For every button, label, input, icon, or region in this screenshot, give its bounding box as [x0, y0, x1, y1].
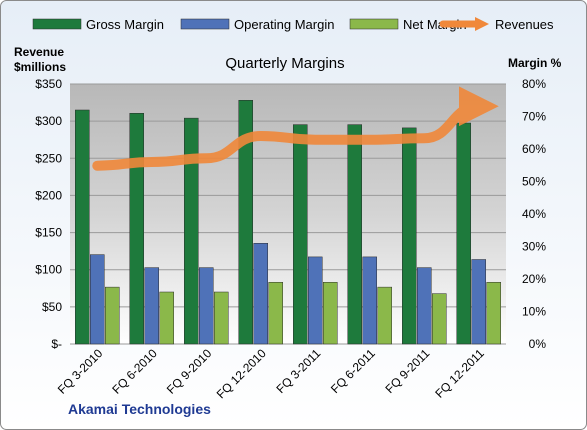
bar-net-margin: [323, 282, 338, 345]
left-tick-label: $350: [35, 77, 62, 91]
bar-net-margin: [432, 293, 447, 345]
right-tick-label: 40%: [522, 207, 546, 221]
bar-net-margin: [105, 286, 120, 345]
left-tick-label: $200: [35, 188, 62, 202]
bar-gross-margin: [238, 100, 253, 345]
right-axis-title: Margin %: [508, 56, 562, 70]
right-tick-label: 30%: [522, 240, 546, 254]
bar-operating-margin: [199, 267, 214, 345]
right-axis-ticks: 0% 10% 20% 30% 40% 50% 60% 70% 80%: [522, 77, 546, 351]
bars: [75, 100, 501, 345]
left-tick-label: $-: [51, 337, 62, 351]
right-tick-label: 0%: [529, 337, 547, 351]
left-axis-title-line2: $millions: [14, 60, 66, 74]
right-tick-label: 20%: [522, 272, 546, 286]
legend-label: Gross Margin: [86, 17, 164, 32]
legend-label: Revenues: [495, 17, 554, 32]
bar-operating-margin: [144, 267, 159, 345]
left-tick-label: $300: [35, 114, 62, 128]
bar-operating-margin: [90, 254, 105, 345]
bar-net-margin: [486, 282, 501, 345]
bar-gross-margin: [456, 122, 471, 345]
left-tick-label: $100: [35, 263, 62, 277]
bar-gross-margin: [347, 124, 362, 345]
left-tick-label: $250: [35, 151, 62, 165]
legend-label: Operating Margin: [234, 17, 334, 32]
footer-company: Akamai Technologies: [68, 401, 211, 417]
right-tick-label: 10%: [522, 305, 546, 319]
legend-swatch: [349, 18, 399, 30]
revenue-line: [92, 86, 499, 171]
bar-net-margin: [214, 291, 229, 345]
bar-gross-margin: [184, 117, 199, 345]
bar-operating-margin: [308, 256, 323, 345]
right-tick-label: 50%: [522, 175, 546, 189]
bar-net-margin: [268, 282, 283, 345]
bar-gross-margin: [75, 109, 90, 345]
left-axis-ticks: $- $50 $100 $150 $200 $250 $300 $350: [35, 77, 62, 351]
right-tick-label: 80%: [522, 77, 546, 91]
bar-operating-margin: [253, 243, 268, 345]
left-tick-label: $50: [42, 300, 62, 314]
bar-operating-margin: [417, 267, 432, 345]
bar-gross-margin: [293, 124, 308, 345]
bar-operating-margin: [362, 256, 377, 345]
legend: Gross Margin Operating Margin Net Margin Re…: [32, 17, 554, 32]
right-tick-label: 60%: [522, 142, 546, 156]
legend-arrow: [475, 17, 489, 31]
bar-gross-margin: [129, 113, 144, 345]
bar-net-margin: [377, 286, 392, 345]
left-axis-title-line1: Revenue: [14, 45, 64, 59]
bar-net-margin: [159, 291, 174, 345]
right-tick-label: 70%: [522, 110, 546, 124]
chart-title: Quarterly Margins: [225, 55, 344, 72]
bar-gross-margin: [402, 127, 417, 345]
left-tick-label: $150: [35, 226, 62, 240]
bar-operating-margin: [471, 259, 486, 345]
legend-swatch: [180, 18, 230, 30]
revenue-line-path: [92, 86, 499, 171]
legend-swatch: [32, 18, 82, 30]
